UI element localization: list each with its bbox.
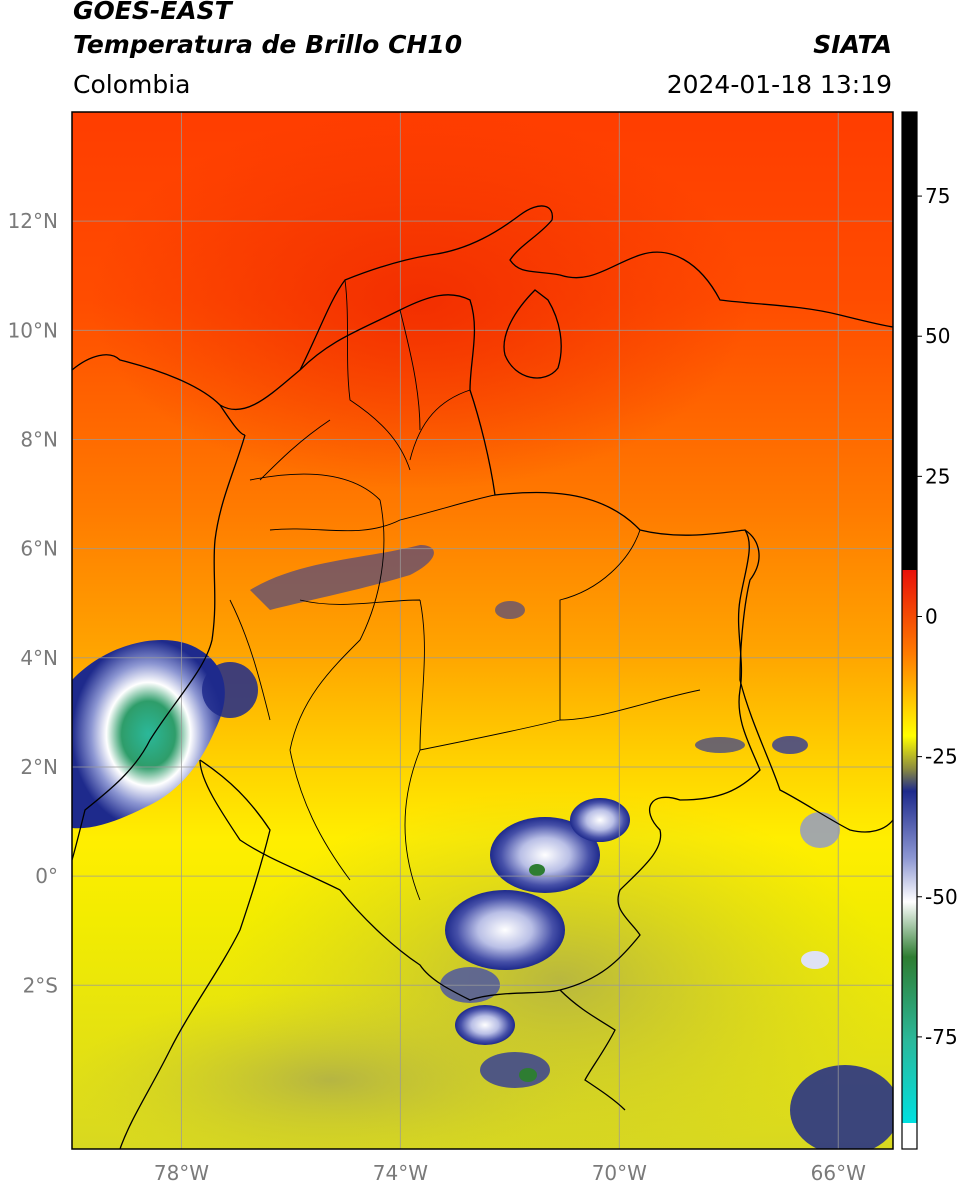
colorbar-tick-label: -25 [925, 745, 958, 769]
colorbar-tick-label: -75 [925, 1025, 958, 1049]
cloud-system-vaupes [490, 817, 600, 893]
colombia-outline [199, 294, 761, 1001]
lat-tick-label: 4°N [20, 646, 58, 670]
cloud-cell [801, 951, 829, 969]
lat-tick-label: 2°S [23, 973, 58, 997]
ecuador-peru-border [119, 759, 271, 1149]
boundaries [72, 205, 893, 1149]
colorbar-tick-labels: 75 50 25 0 -25 -50 -75 [917, 184, 958, 1049]
cloud-cell [202, 662, 258, 718]
product-title-line1: GOES-EAST [73, 0, 232, 25]
region-name: Colombia [73, 70, 191, 99]
pacific-coastline [72, 434, 246, 861]
colorbar-tick-label: -50 [925, 885, 958, 909]
cloud-cell [695, 737, 745, 753]
caribbean-coastline [72, 205, 893, 411]
graticule [72, 112, 893, 1149]
colorbar-tick-label: 50 [925, 324, 950, 348]
longitude-labels: 78°W 74°W 70°W 66°W [154, 1161, 866, 1185]
latitude-labels: 12°N 10°N 8°N 6°N 4°N 2°N 0° 2°S [8, 209, 58, 997]
lake-maracaibo [503, 289, 562, 379]
cloud-cell [570, 798, 630, 842]
peru-brazil-border [559, 989, 626, 1111]
colorbar-frame [901, 111, 918, 1150]
colorbar-black-segment [902, 112, 917, 570]
colorbar-tick-label: 0 [925, 604, 938, 628]
lon-tick-label: 70°W [592, 1161, 647, 1185]
cloud-cell [772, 736, 808, 754]
lat-tick-label: 6°N [20, 537, 58, 561]
lat-tick-label: 10°N [8, 318, 58, 342]
cloud-core [519, 1068, 537, 1082]
lon-tick-label: 78°W [154, 1161, 209, 1185]
org-name: SIATA [813, 30, 892, 59]
lat-tick-label: 2°N [20, 755, 58, 779]
cloud-cell [480, 1052, 550, 1088]
product-title-line2: Temperatura de Brillo CH10 [73, 30, 463, 59]
colorbar-gradient-segment [902, 570, 917, 1123]
lon-tick-label: 66°W [811, 1161, 866, 1185]
lon-tick-label: 74°W [373, 1161, 428, 1185]
lat-tick-label: 0° [35, 864, 58, 888]
lat-tick-label: 12°N [8, 209, 58, 233]
gulf-of-uraba-coast [219, 404, 246, 436]
colorbar-tick-label: 75 [925, 184, 950, 208]
venezuela-brazil-border [739, 529, 893, 833]
cloud-core [529, 864, 545, 876]
colorbar-tick-label: 25 [925, 464, 950, 488]
colorbar-white-segment [902, 1123, 917, 1149]
timestamp: 2024-01-18 13:19 [666, 70, 892, 99]
lat-tick-label: 8°N [20, 427, 58, 451]
cloud-cell [800, 812, 840, 848]
cloud-system-caqueta [445, 890, 565, 970]
department-borders [229, 279, 701, 901]
cloud-cell [495, 601, 525, 619]
cloud-band-andes [250, 545, 434, 610]
colorbar: 75 50 25 0 -25 -50 -75 [901, 111, 958, 1150]
cloud-cell [455, 1005, 515, 1045]
map-frame [71, 111, 894, 1150]
cloud-system-southeast [790, 1065, 893, 1149]
